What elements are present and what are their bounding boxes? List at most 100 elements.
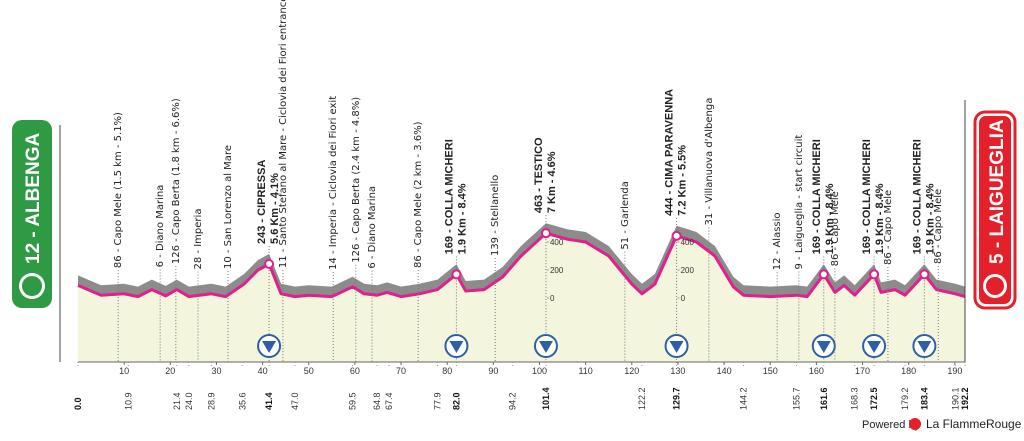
point-label: 126 - Capo Berta (1.8 km - 6.6%)	[171, 98, 182, 264]
climb-detail: 1.9 Km - 8.4%	[924, 183, 936, 254]
profile-area	[78, 233, 965, 362]
x-tick-label: 40	[258, 366, 268, 376]
summit-dot	[451, 269, 462, 280]
kom-icon	[867, 341, 882, 353]
y-tick-label: 400	[681, 238, 695, 247]
climb-name: 169 - COLLA MICHERI	[811, 139, 823, 254]
point-label: 51 - Garlenda	[620, 181, 631, 249]
summit-dot	[869, 269, 880, 280]
point-label: 14 - Imperia - Ciclovia dei Fiori exit	[328, 96, 339, 270]
profile-line	[77, 231, 966, 299]
summit-dot	[919, 269, 930, 280]
finish-badge-fill	[979, 116, 1011, 304]
x-tick-label: 90	[488, 366, 498, 376]
km-label: 59.5	[348, 392, 358, 410]
brand-logo	[909, 418, 921, 430]
kom-icon	[538, 341, 553, 353]
summit-dot	[264, 258, 275, 269]
x-tick-label: 190	[947, 366, 962, 376]
km-label: 183.4	[919, 387, 929, 410]
km-label: 77.9	[433, 392, 443, 410]
y-tick-label: 0	[550, 294, 555, 303]
x-tick-label: 50	[304, 366, 314, 376]
powered-by: Powered by	[862, 419, 921, 431]
climb-detail: 7 Km - 4.6%	[546, 151, 558, 213]
climb-name: 169 - COLLA MICHERI	[861, 139, 873, 254]
km-label: 192.2	[960, 387, 970, 410]
x-tick-label: 170	[855, 366, 870, 376]
climb-name: 463 - TESTICO	[533, 137, 545, 213]
start-badge-bg	[12, 120, 52, 308]
x-tick-label: 130	[670, 366, 685, 376]
finish-label: 5 - LAIGUEGLIA	[987, 119, 1008, 264]
x-tick-label: 30	[211, 366, 221, 376]
x-tick-label: 120	[624, 366, 639, 376]
km-label: 155.7	[792, 387, 802, 410]
km-label: 24.0	[184, 392, 194, 410]
x-tick-label: 160	[809, 366, 824, 376]
km-label: 94.2	[508, 392, 518, 410]
km-label: 0.0	[73, 397, 83, 410]
x-tick-label: 20	[165, 366, 175, 376]
x-tick-label: 100	[532, 366, 547, 376]
point-label: 11 - Santo Stefano al Mare - Ciclovia de…	[278, 0, 289, 268]
summit-dot	[540, 228, 551, 239]
km-label: 168.3	[850, 387, 860, 410]
climb-name: 243 - CIPRESSA	[256, 160, 268, 244]
climb-detail: 1.9 Km - 8.4%	[456, 183, 468, 254]
climb-detail: 5.6 Km - 4.1%	[269, 173, 281, 244]
summit-dot	[818, 269, 829, 280]
point-label: 139 - Stellanello	[490, 175, 501, 256]
kom-icon	[449, 341, 464, 353]
km-label: 122.2	[637, 387, 647, 410]
point-label: 86 - Capo Mele	[933, 189, 944, 264]
point-label: 86 - Capo Mele	[830, 191, 841, 266]
km-label: 144.2	[738, 387, 748, 410]
point-label: 126 - Capo Berta (2.4 km - 4.8%)	[351, 97, 362, 263]
km-label: 101.4	[541, 387, 551, 410]
x-tick-label: 70	[396, 366, 406, 376]
kom-icon	[669, 341, 684, 353]
summit-dot	[671, 230, 682, 241]
y-tick-label: 200	[550, 266, 564, 275]
climb-detail: 1.9 Km - 8.4%	[874, 183, 886, 254]
km-label: 67.4	[384, 392, 394, 410]
point-label: 6 - Diano Marina	[155, 185, 166, 268]
km-label: 129.7	[672, 387, 682, 410]
x-tick-label: 60	[350, 366, 360, 376]
climb-detail: 7.2 Km - 5.5%	[677, 145, 689, 216]
km-label: 21.4	[172, 392, 182, 410]
climb-name: 169 - COLLA MICHERI	[911, 139, 923, 254]
km-label: 28.9	[206, 392, 216, 410]
y-tick-label: 200	[681, 266, 695, 275]
point-label: 6 - Diano Marina	[367, 186, 378, 269]
km-label: 41.4	[264, 392, 274, 410]
y-tick-label: 400	[550, 238, 564, 247]
point-label: 10 - San Lorenzo al Mare	[223, 145, 234, 269]
x-tick-label: 110	[578, 366, 592, 376]
kom-icon	[262, 341, 277, 353]
x-tick-label: 10	[119, 366, 129, 376]
km-label: 10.9	[123, 392, 133, 410]
x-tick-label: 150	[763, 366, 778, 376]
point-label: 86 - Capo Mele (1.5 km - 5.1%)	[113, 112, 124, 268]
km-label: 64.8	[372, 392, 382, 410]
x-tick-label: 140	[717, 366, 732, 376]
point-label: 9 - Laigueglia - start circuit	[794, 135, 805, 270]
y-tick-label: 0	[681, 294, 686, 303]
x-tick-label: 80	[442, 366, 452, 376]
brand: La FlammeRouge	[926, 417, 1022, 431]
start-icon-inner	[22, 276, 42, 296]
climb-name: 444 - CIMA PARAVENNA	[664, 89, 676, 216]
kom-icon	[816, 341, 831, 353]
km-label: 35.6	[237, 392, 247, 410]
point-label: 12 - Alassio	[772, 212, 783, 270]
km-label: 190.1	[950, 387, 960, 410]
km-label: 47.0	[290, 392, 300, 410]
point-label: 86 - Capo Mele (2 km - 3.6%)	[413, 121, 424, 268]
km-label: 179.2	[900, 387, 910, 410]
climb-detail: 1.9 Km - 8.4%	[824, 183, 836, 254]
point-label: 31 - Villanuova d'Albenga	[704, 98, 715, 226]
x-tick-label: 180	[901, 366, 916, 376]
